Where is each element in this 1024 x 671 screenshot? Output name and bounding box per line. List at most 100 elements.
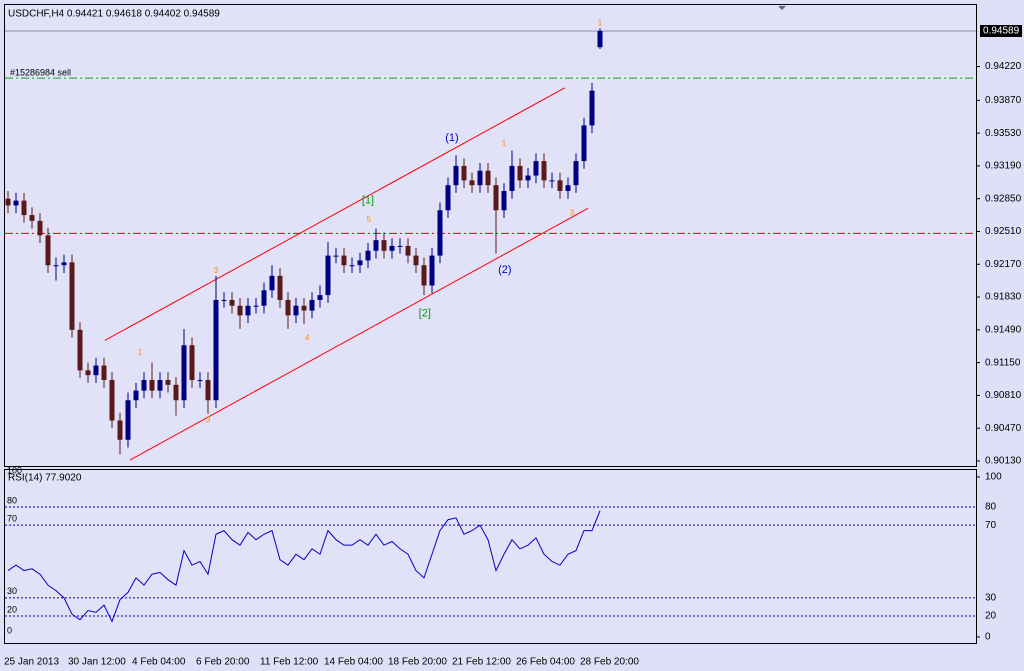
candle-body — [45, 235, 51, 266]
wave-label: 3 — [214, 266, 219, 275]
candle-body — [573, 161, 579, 186]
y-tick-label-left: 100 — [7, 465, 22, 475]
wave-label: 1 — [598, 18, 603, 27]
candle-body — [109, 379, 115, 421]
candle-body — [197, 379, 203, 381]
candle-body — [525, 175, 531, 181]
candle-body — [285, 299, 291, 316]
price-panel — [4, 4, 977, 467]
x-tick-label: 28 Feb 20:00 — [580, 657, 639, 668]
y-tick-label-left: 0 — [7, 625, 12, 635]
candle-body — [205, 379, 211, 401]
candle-body — [389, 245, 395, 251]
candle-body — [253, 305, 259, 307]
shift-marker — [778, 6, 786, 10]
wave-label: (2) — [498, 264, 511, 276]
y-tick-label: 20 — [985, 611, 997, 622]
candle-body — [293, 305, 299, 316]
candle-body — [429, 255, 435, 286]
candle-body — [93, 365, 99, 376]
rsi-panel — [4, 469, 977, 644]
candle-body — [85, 370, 91, 376]
candle-body — [413, 255, 419, 266]
x-tick-label: 18 Feb 20:00 — [388, 657, 447, 668]
candle-body — [437, 210, 443, 256]
y-tick-label: 70 — [985, 520, 997, 531]
x-tick-label: 6 Feb 20:00 — [196, 657, 250, 668]
x-tick-label: 26 Feb 04:00 — [516, 657, 575, 668]
candle-body — [333, 255, 339, 257]
y-tick-label: 0.90810 — [985, 390, 1022, 401]
y-tick-label: 100 — [985, 472, 1002, 483]
candle-body — [5, 198, 11, 206]
y-tick-label: 0.92170 — [985, 259, 1022, 270]
y-tick-label: 0.94220 — [985, 61, 1022, 72]
y-tick-label: 0.91830 — [985, 292, 1022, 303]
chart-title: USDCHF,H4 0.94421 0.94618 0.94402 0.9458… — [8, 9, 220, 20]
candle-body — [125, 400, 131, 440]
wave-label: 5 — [367, 215, 372, 224]
candle-body — [597, 31, 603, 48]
y-tick-label-left: 20 — [7, 604, 17, 614]
wave-label: (1) — [445, 132, 458, 144]
y-tick-label: 0 — [985, 632, 991, 643]
wave-label: 1 — [138, 348, 143, 357]
x-tick-label: 14 Feb 04:00 — [324, 657, 383, 668]
current-price-label: 0.94589 — [983, 26, 1020, 37]
candle-body — [485, 170, 491, 186]
candle-body — [181, 345, 187, 401]
wave-label: 3 — [206, 416, 211, 425]
candle-body — [557, 180, 563, 191]
rsi-line — [7, 510, 601, 623]
y-tick-label: 0.92510 — [985, 226, 1022, 237]
candle-body — [381, 240, 387, 251]
rsi-title: RSI(14) 77.9020 — [8, 473, 82, 484]
candle-body — [341, 255, 347, 266]
y-tick-label: 0.93190 — [985, 161, 1022, 172]
candle-body — [509, 165, 515, 191]
y-tick-label: 0.93530 — [985, 128, 1022, 139]
y-tick-label-left: 80 — [7, 495, 17, 505]
candle-body — [373, 240, 379, 251]
current-price-box — [980, 25, 1022, 38]
candle-body — [173, 384, 179, 401]
x-tick-label: 11 Feb 12:00 — [260, 657, 319, 668]
channel-line — [104, 87, 566, 341]
candle-body — [565, 185, 571, 191]
candle-body — [37, 220, 43, 236]
candle-body — [461, 165, 467, 181]
candle-body — [101, 365, 107, 380]
candle-body — [245, 305, 251, 316]
candle-body — [53, 265, 59, 267]
candle-body — [301, 305, 307, 311]
candle-body — [397, 245, 403, 247]
x-tick-label: 25 Jan 2013 — [4, 657, 59, 668]
wave-label: 3 — [570, 208, 575, 217]
candle-body — [61, 262, 67, 266]
candle-body — [493, 185, 499, 211]
wave-label: [2] — [419, 307, 431, 319]
candle-body — [269, 275, 275, 291]
x-tick-label: 4 Feb 04:00 — [132, 657, 186, 668]
candle-body — [501, 190, 507, 211]
candle-body — [213, 299, 219, 401]
candle-body — [453, 165, 459, 186]
candle-body — [549, 180, 555, 182]
x-tick-label: 21 Feb 12:00 — [452, 657, 511, 668]
candle-body — [229, 299, 235, 306]
candle-body — [237, 305, 243, 316]
channel-line — [129, 207, 589, 461]
candle-body — [77, 329, 83, 371]
candle-body — [189, 345, 195, 380]
y-tick-label: 0.90470 — [985, 423, 1022, 434]
wave-label: 1 — [502, 139, 507, 148]
y-tick-label: 0.91490 — [985, 324, 1022, 335]
candle-body — [477, 170, 483, 186]
candle-body — [317, 295, 323, 300]
candle-body — [365, 250, 371, 261]
candle-body — [469, 180, 475, 186]
wave-label: 4 — [305, 334, 310, 343]
candle-body — [117, 420, 123, 440]
